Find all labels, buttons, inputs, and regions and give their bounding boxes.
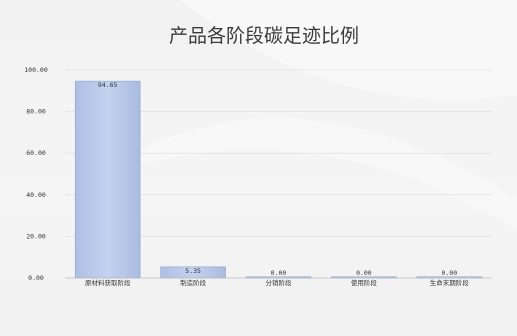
y-axis-ticks: 0.00 20.00 40.00 60.00 80.00 100.00 xyxy=(24,66,48,282)
bar-value-label: 0.00 xyxy=(441,269,457,277)
y-tick-label: 100.00 xyxy=(24,66,48,74)
bar-value-label: 0.00 xyxy=(356,269,372,277)
bar-value-label: 5.35 xyxy=(185,267,201,275)
y-tick-label: 60.00 xyxy=(26,149,46,157)
y-tick-label: 0.00 xyxy=(28,274,44,282)
background-swoosh xyxy=(180,0,517,100)
x-category-label: 分销阶段 xyxy=(266,278,293,287)
background-swoosh-lower xyxy=(120,118,517,230)
x-category-label: 原材料获取阶段 xyxy=(85,278,131,287)
bar-value-labels: 94.65 5.35 0.00 0.00 0.00 xyxy=(98,81,457,277)
y-tick-label: 40.00 xyxy=(26,191,46,199)
bar xyxy=(74,80,141,279)
x-axis-category-labels: 原材料获取阶段 制造阶段 分销阶段 使用阶段 生命末期阶段 xyxy=(85,278,469,287)
chart-title: 产品各阶段碳足迹比例 xyxy=(169,25,359,47)
x-category-label: 制造阶段 xyxy=(180,278,207,287)
bar-value-label: 94.65 xyxy=(98,81,118,89)
x-category-label: 使用阶段 xyxy=(351,278,378,287)
y-tick-label: 80.00 xyxy=(26,108,46,116)
y-tick-label: 20.00 xyxy=(26,232,46,240)
x-category-label: 生命末期阶段 xyxy=(430,278,470,287)
bar-value-label: 0.00 xyxy=(271,269,287,277)
